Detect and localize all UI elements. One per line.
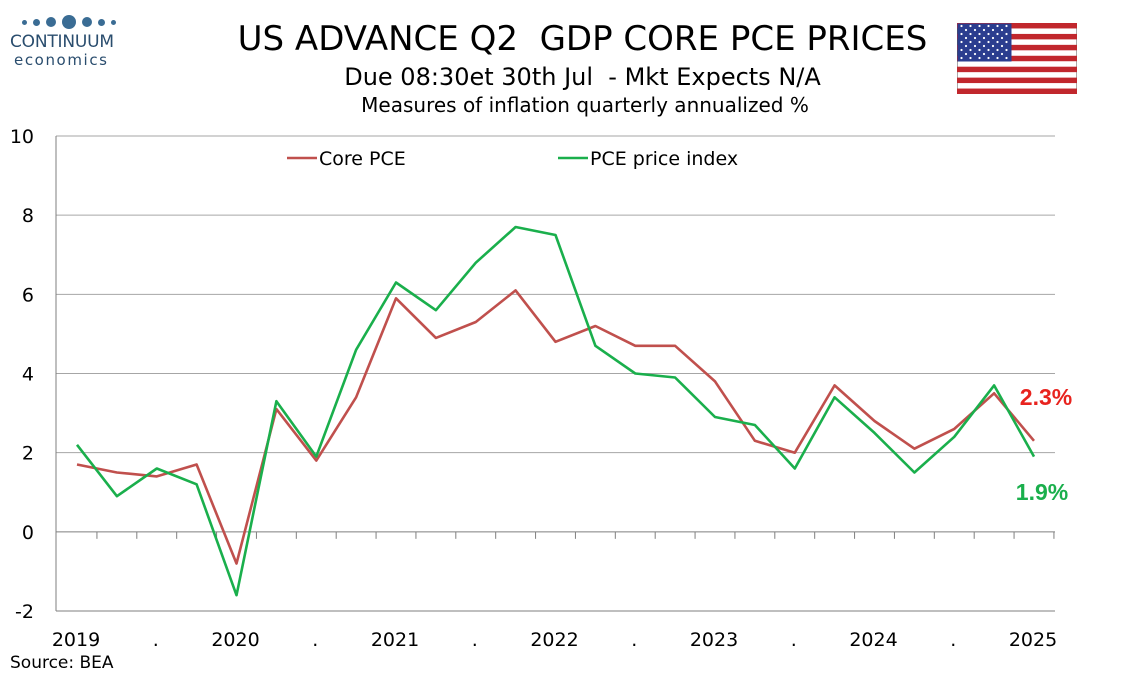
flag-star — [978, 32, 981, 36]
y-tick-label: 2 — [22, 443, 34, 465]
x-tick-label: . — [631, 629, 637, 651]
flag-star — [987, 56, 990, 60]
flag-stripe — [957, 77, 1077, 84]
flag-star — [991, 36, 995, 40]
y-tick-label: 10 — [10, 126, 34, 148]
x-tick-label: 2024 — [849, 629, 897, 651]
chart-subtitle: Due 08:30et 30th Jul - Mkt Expects N/A — [344, 63, 821, 91]
logo-dots-icon — [22, 14, 135, 30]
flag-star — [973, 44, 977, 48]
chart-title: US ADVANCE Q2 GDP CORE PCE PRICES — [237, 19, 928, 59]
flag-star — [982, 52, 986, 56]
flag-star — [969, 56, 972, 60]
flag-star — [973, 28, 977, 32]
x-tick-label: . — [472, 629, 478, 651]
us-flag-icon — [957, 23, 1077, 94]
x-axis: 2019. 2020. 2021. 2022. 2023. 2024. 2025 — [52, 531, 1057, 651]
y-tick-label: -2 — [15, 601, 34, 623]
legend: Core PCE PCE price index — [287, 148, 738, 170]
flag-stripe — [957, 88, 1077, 94]
legend-label: PCE price index — [590, 148, 738, 170]
flag-star — [1005, 40, 1008, 44]
end-value-label: 2.3% — [1020, 384, 1072, 410]
flag-star — [978, 56, 981, 60]
flag-star — [978, 40, 981, 44]
x-tick-label: 2025 — [1009, 629, 1057, 651]
series-line-pce-price-index — [75, 225, 1036, 597]
flag-star — [1005, 56, 1008, 60]
flag-star — [991, 52, 995, 56]
x-tick-label: . — [950, 629, 956, 651]
flag-star — [960, 48, 963, 52]
flag-star — [996, 48, 999, 52]
flag-star — [987, 48, 990, 52]
logo-name: CONTINUUM — [10, 32, 114, 52]
flag-star — [996, 40, 999, 44]
chart-subtitle-measures: Measures of inflation quarterly annualiz… — [361, 93, 809, 117]
x-tick-label: . — [153, 629, 159, 651]
flag-stripe — [957, 23, 1077, 29]
y-axis-tick-labels: -2 0 2 4 6 8 10 — [10, 126, 34, 623]
flag-star — [978, 48, 981, 52]
flag-stripe — [957, 55, 1077, 62]
flag-star — [996, 24, 999, 28]
flag-star — [982, 36, 986, 40]
flag-star — [1005, 48, 1008, 52]
flag-star — [987, 32, 990, 36]
flag-star — [1005, 32, 1008, 36]
flag-star — [960, 40, 963, 44]
flag-stripe — [957, 44, 1077, 51]
flag-star — [960, 32, 963, 36]
flag-star — [996, 56, 999, 60]
flag-star — [987, 24, 990, 28]
series-line-core-pce — [76, 289, 1035, 565]
flag-star — [991, 28, 995, 32]
x-tick-label: 2020 — [211, 629, 259, 651]
flag-stripe — [957, 33, 1077, 40]
flag-star — [964, 44, 968, 48]
flag-star — [964, 36, 968, 40]
y-tick-label: 4 — [22, 364, 34, 386]
flag-stripe — [957, 66, 1077, 73]
source-note: Source: BEA — [10, 653, 114, 673]
end-value-labels: 2.3% 1.9% — [1016, 384, 1072, 505]
flag-star — [964, 52, 968, 56]
continuum-economics-logo: CONTINUUM economics — [10, 14, 135, 78]
end-value-label: 1.9% — [1016, 479, 1068, 505]
flag-star — [991, 44, 995, 48]
x-tick-label: 2021 — [371, 629, 419, 651]
flag-star — [982, 28, 986, 32]
x-tick-label: 2023 — [690, 629, 738, 651]
legend-label: Core PCE — [319, 148, 406, 170]
y-tick-label: 0 — [22, 522, 34, 544]
flag-star — [969, 40, 972, 44]
series-lines — [75, 225, 1036, 597]
x-tick-label: . — [312, 629, 318, 651]
gridlines — [55, 135, 1055, 612]
flag-star — [1000, 44, 1004, 48]
x-tick-label: 2019 — [52, 629, 100, 651]
y-tick-label: 6 — [22, 284, 34, 306]
flag-star — [969, 48, 972, 52]
flag-star — [973, 36, 977, 40]
flag-star — [969, 32, 972, 36]
flag-star — [1000, 28, 1004, 32]
x-tick-label: . — [791, 629, 797, 651]
flag-star — [1005, 24, 1008, 28]
flag-star — [960, 24, 963, 28]
flag-star — [1000, 36, 1004, 40]
flag-star — [969, 24, 972, 28]
logo-sub: economics — [14, 51, 109, 69]
flag-star — [960, 56, 963, 60]
flag-star — [978, 24, 981, 28]
flag-star — [982, 44, 986, 48]
flag-star — [996, 32, 999, 36]
x-tick-label: 2022 — [530, 629, 578, 651]
flag-star — [964, 28, 968, 32]
flag-star — [987, 40, 990, 44]
y-tick-label: 8 — [22, 205, 34, 227]
flag-star — [1000, 52, 1004, 56]
flag-star — [973, 52, 977, 56]
